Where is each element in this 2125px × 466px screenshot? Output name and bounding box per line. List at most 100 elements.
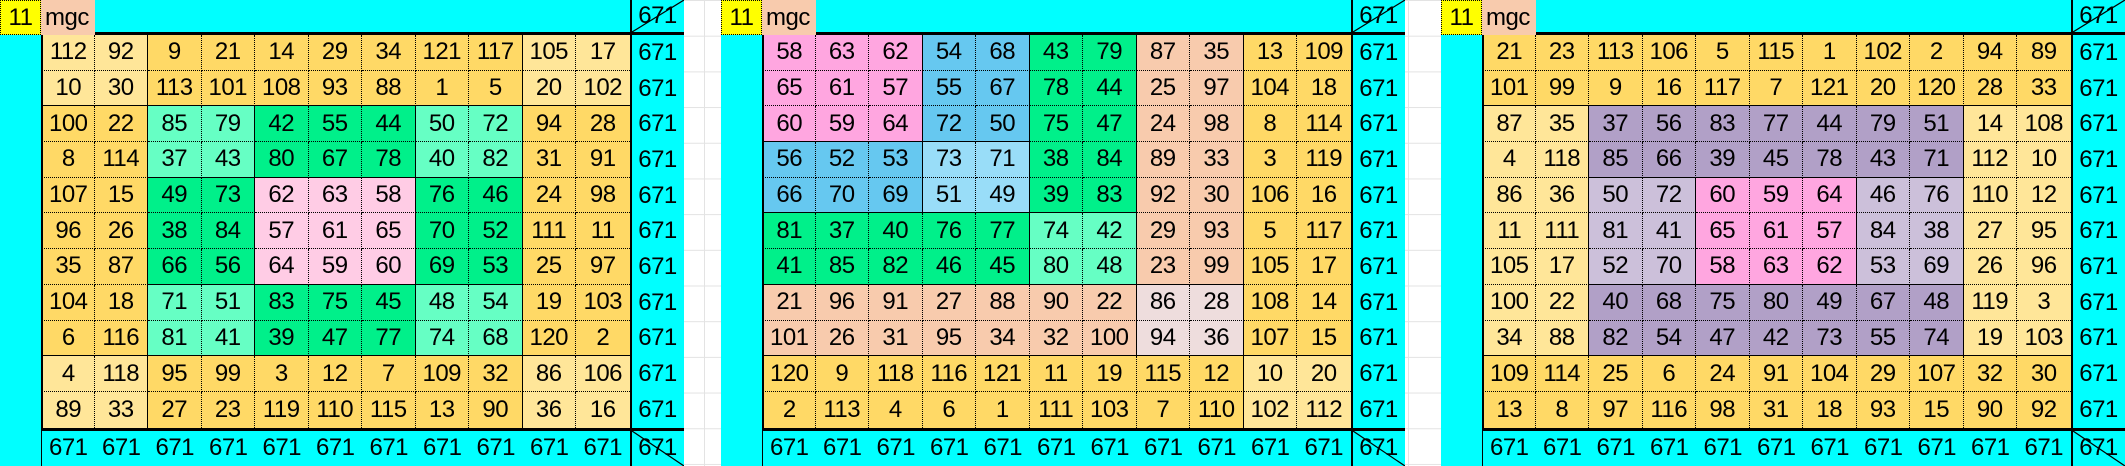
magic-cell[interactable]: 48 xyxy=(1910,284,1964,321)
magic-cell[interactable]: 54 xyxy=(922,35,976,71)
magic-cell[interactable]: 14 xyxy=(1297,284,1351,321)
magic-cell[interactable]: 55 xyxy=(308,106,362,143)
magic-cell[interactable]: 21 xyxy=(1482,35,1536,71)
magic-cell[interactable]: 115 xyxy=(1136,356,1190,392)
magic-cell[interactable]: 106 xyxy=(1642,35,1696,71)
magic-cell[interactable]: 73 xyxy=(922,142,976,178)
magic-cell[interactable]: 34 xyxy=(976,320,1030,357)
magic-cell[interactable]: 68 xyxy=(469,320,523,357)
magic-cell[interactable]: 43 xyxy=(1029,35,1083,71)
magic-cell[interactable]: 1 xyxy=(1803,35,1857,71)
magic-cell[interactable]: 63 xyxy=(308,177,362,214)
magic-cell[interactable]: 21 xyxy=(762,284,816,321)
magic-cell[interactable]: 102 xyxy=(1243,391,1297,428)
magic-cell[interactable]: 112 xyxy=(41,35,95,71)
magic-cell[interactable]: 72 xyxy=(469,106,523,143)
row-sum-cell[interactable]: 671 xyxy=(2070,70,2125,107)
row-sum-cell[interactable]: 671 xyxy=(629,177,684,214)
magic-cell[interactable]: 59 xyxy=(815,106,869,143)
magic-cell[interactable]: 16 xyxy=(1297,177,1351,214)
magic-cell[interactable]: 4 xyxy=(869,391,923,428)
magic-cell[interactable]: 41 xyxy=(762,249,816,285)
magic-cell[interactable]: 42 xyxy=(1749,320,1803,357)
magic-cell[interactable]: 67 xyxy=(1856,284,1910,321)
magic-cell[interactable]: 46 xyxy=(922,249,976,285)
row-sum-cell[interactable]: 671 xyxy=(1350,106,1405,143)
magic-cell[interactable]: 86 xyxy=(522,356,576,392)
magic-cell[interactable]: 73 xyxy=(1803,320,1857,357)
magic-cell[interactable]: 116 xyxy=(94,320,148,357)
magic-cell[interactable]: 93 xyxy=(308,70,362,107)
magic-cell[interactable]: 114 xyxy=(1297,106,1351,143)
magic-cell[interactable]: 83 xyxy=(1696,106,1750,143)
magic-cell[interactable]: 12 xyxy=(2017,177,2071,214)
magic-cell[interactable]: 118 xyxy=(94,356,148,392)
magic-cell[interactable]: 47 xyxy=(308,320,362,357)
magic-cell[interactable]: 84 xyxy=(1856,213,1910,250)
magic-cell[interactable]: 46 xyxy=(1856,177,1910,214)
magic-cell[interactable]: 69 xyxy=(1910,249,1964,285)
magic-label-cell[interactable]: mgc xyxy=(762,0,816,35)
magic-cell[interactable]: 61 xyxy=(308,213,362,250)
magic-cell[interactable]: 40 xyxy=(415,142,469,178)
magic-cell[interactable]: 19 xyxy=(1083,356,1137,392)
magic-cell[interactable]: 106 xyxy=(576,356,630,392)
left-margin[interactable] xyxy=(1441,35,1482,466)
magic-cell[interactable]: 100 xyxy=(1083,320,1137,357)
magic-cell[interactable]: 54 xyxy=(1642,320,1696,357)
col-sum-cell[interactable]: 671 xyxy=(148,427,202,466)
col-sum-cell[interactable]: 671 xyxy=(469,427,523,466)
order-cell[interactable]: 11 xyxy=(1441,0,1482,35)
magic-cell[interactable]: 7 xyxy=(1136,391,1190,428)
magic-cell[interactable]: 60 xyxy=(362,249,416,285)
magic-cell[interactable]: 71 xyxy=(976,142,1030,178)
magic-cell[interactable]: 26 xyxy=(94,213,148,250)
magic-cell[interactable]: 20 xyxy=(1856,70,1910,107)
magic-cell[interactable]: 10 xyxy=(2017,142,2071,178)
magic-cell[interactable]: 45 xyxy=(362,284,416,321)
magic-cell[interactable]: 94 xyxy=(522,106,576,143)
magic-cell[interactable]: 52 xyxy=(815,142,869,178)
magic-cell[interactable]: 93 xyxy=(1856,391,1910,428)
row-sum-cell[interactable]: 671 xyxy=(1350,391,1405,428)
magic-cell[interactable]: 10 xyxy=(1243,356,1297,392)
magic-cell[interactable]: 5 xyxy=(1696,35,1750,71)
magic-cell[interactable]: 80 xyxy=(1749,284,1803,321)
magic-cell[interactable]: 32 xyxy=(1963,356,2017,392)
magic-cell[interactable]: 107 xyxy=(41,177,95,214)
magic-cell[interactable]: 81 xyxy=(1589,213,1643,250)
magic-cell[interactable]: 46 xyxy=(469,177,523,214)
magic-cell[interactable]: 116 xyxy=(922,356,976,392)
magic-cell[interactable]: 90 xyxy=(1029,284,1083,321)
col-sum-cell[interactable]: 671 xyxy=(815,427,869,466)
magic-cell[interactable]: 37 xyxy=(815,213,869,250)
magic-cell[interactable]: 11 xyxy=(1482,213,1536,250)
magic-cell[interactable]: 88 xyxy=(362,70,416,107)
magic-cell[interactable]: 8 xyxy=(41,142,95,178)
magic-cell[interactable]: 49 xyxy=(976,177,1030,214)
magic-cell[interactable]: 47 xyxy=(1696,320,1750,357)
magic-cell[interactable]: 9 xyxy=(815,356,869,392)
magic-cell[interactable]: 91 xyxy=(1749,356,1803,392)
col-sum-cell[interactable]: 671 xyxy=(1696,427,1750,466)
magic-cell[interactable]: 72 xyxy=(922,106,976,143)
magic-cell[interactable]: 80 xyxy=(1029,249,1083,285)
magic-cell[interactable]: 78 xyxy=(1029,70,1083,107)
magic-cell[interactable]: 53 xyxy=(1856,249,1910,285)
magic-cell[interactable]: 33 xyxy=(94,391,148,428)
magic-cell[interactable]: 13 xyxy=(1243,35,1297,71)
magic-cell[interactable]: 14 xyxy=(1963,106,2017,143)
magic-cell[interactable]: 43 xyxy=(1856,142,1910,178)
diagonal-sum-bottom[interactable]: 671 xyxy=(1350,427,1405,466)
magic-cell[interactable]: 51 xyxy=(922,177,976,214)
col-sum-cell[interactable]: 671 xyxy=(1190,427,1244,466)
magic-cell[interactable]: 4 xyxy=(41,356,95,392)
magic-cell[interactable]: 94 xyxy=(1136,320,1190,357)
magic-cell[interactable]: 17 xyxy=(1535,249,1589,285)
magic-cell[interactable]: 76 xyxy=(415,177,469,214)
magic-cell[interactable]: 70 xyxy=(1642,249,1696,285)
magic-cell[interactable]: 18 xyxy=(1803,391,1857,428)
row-sum-cell[interactable]: 671 xyxy=(1350,356,1405,392)
magic-cell[interactable]: 15 xyxy=(94,177,148,214)
row-sum-cell[interactable]: 671 xyxy=(1350,213,1405,250)
